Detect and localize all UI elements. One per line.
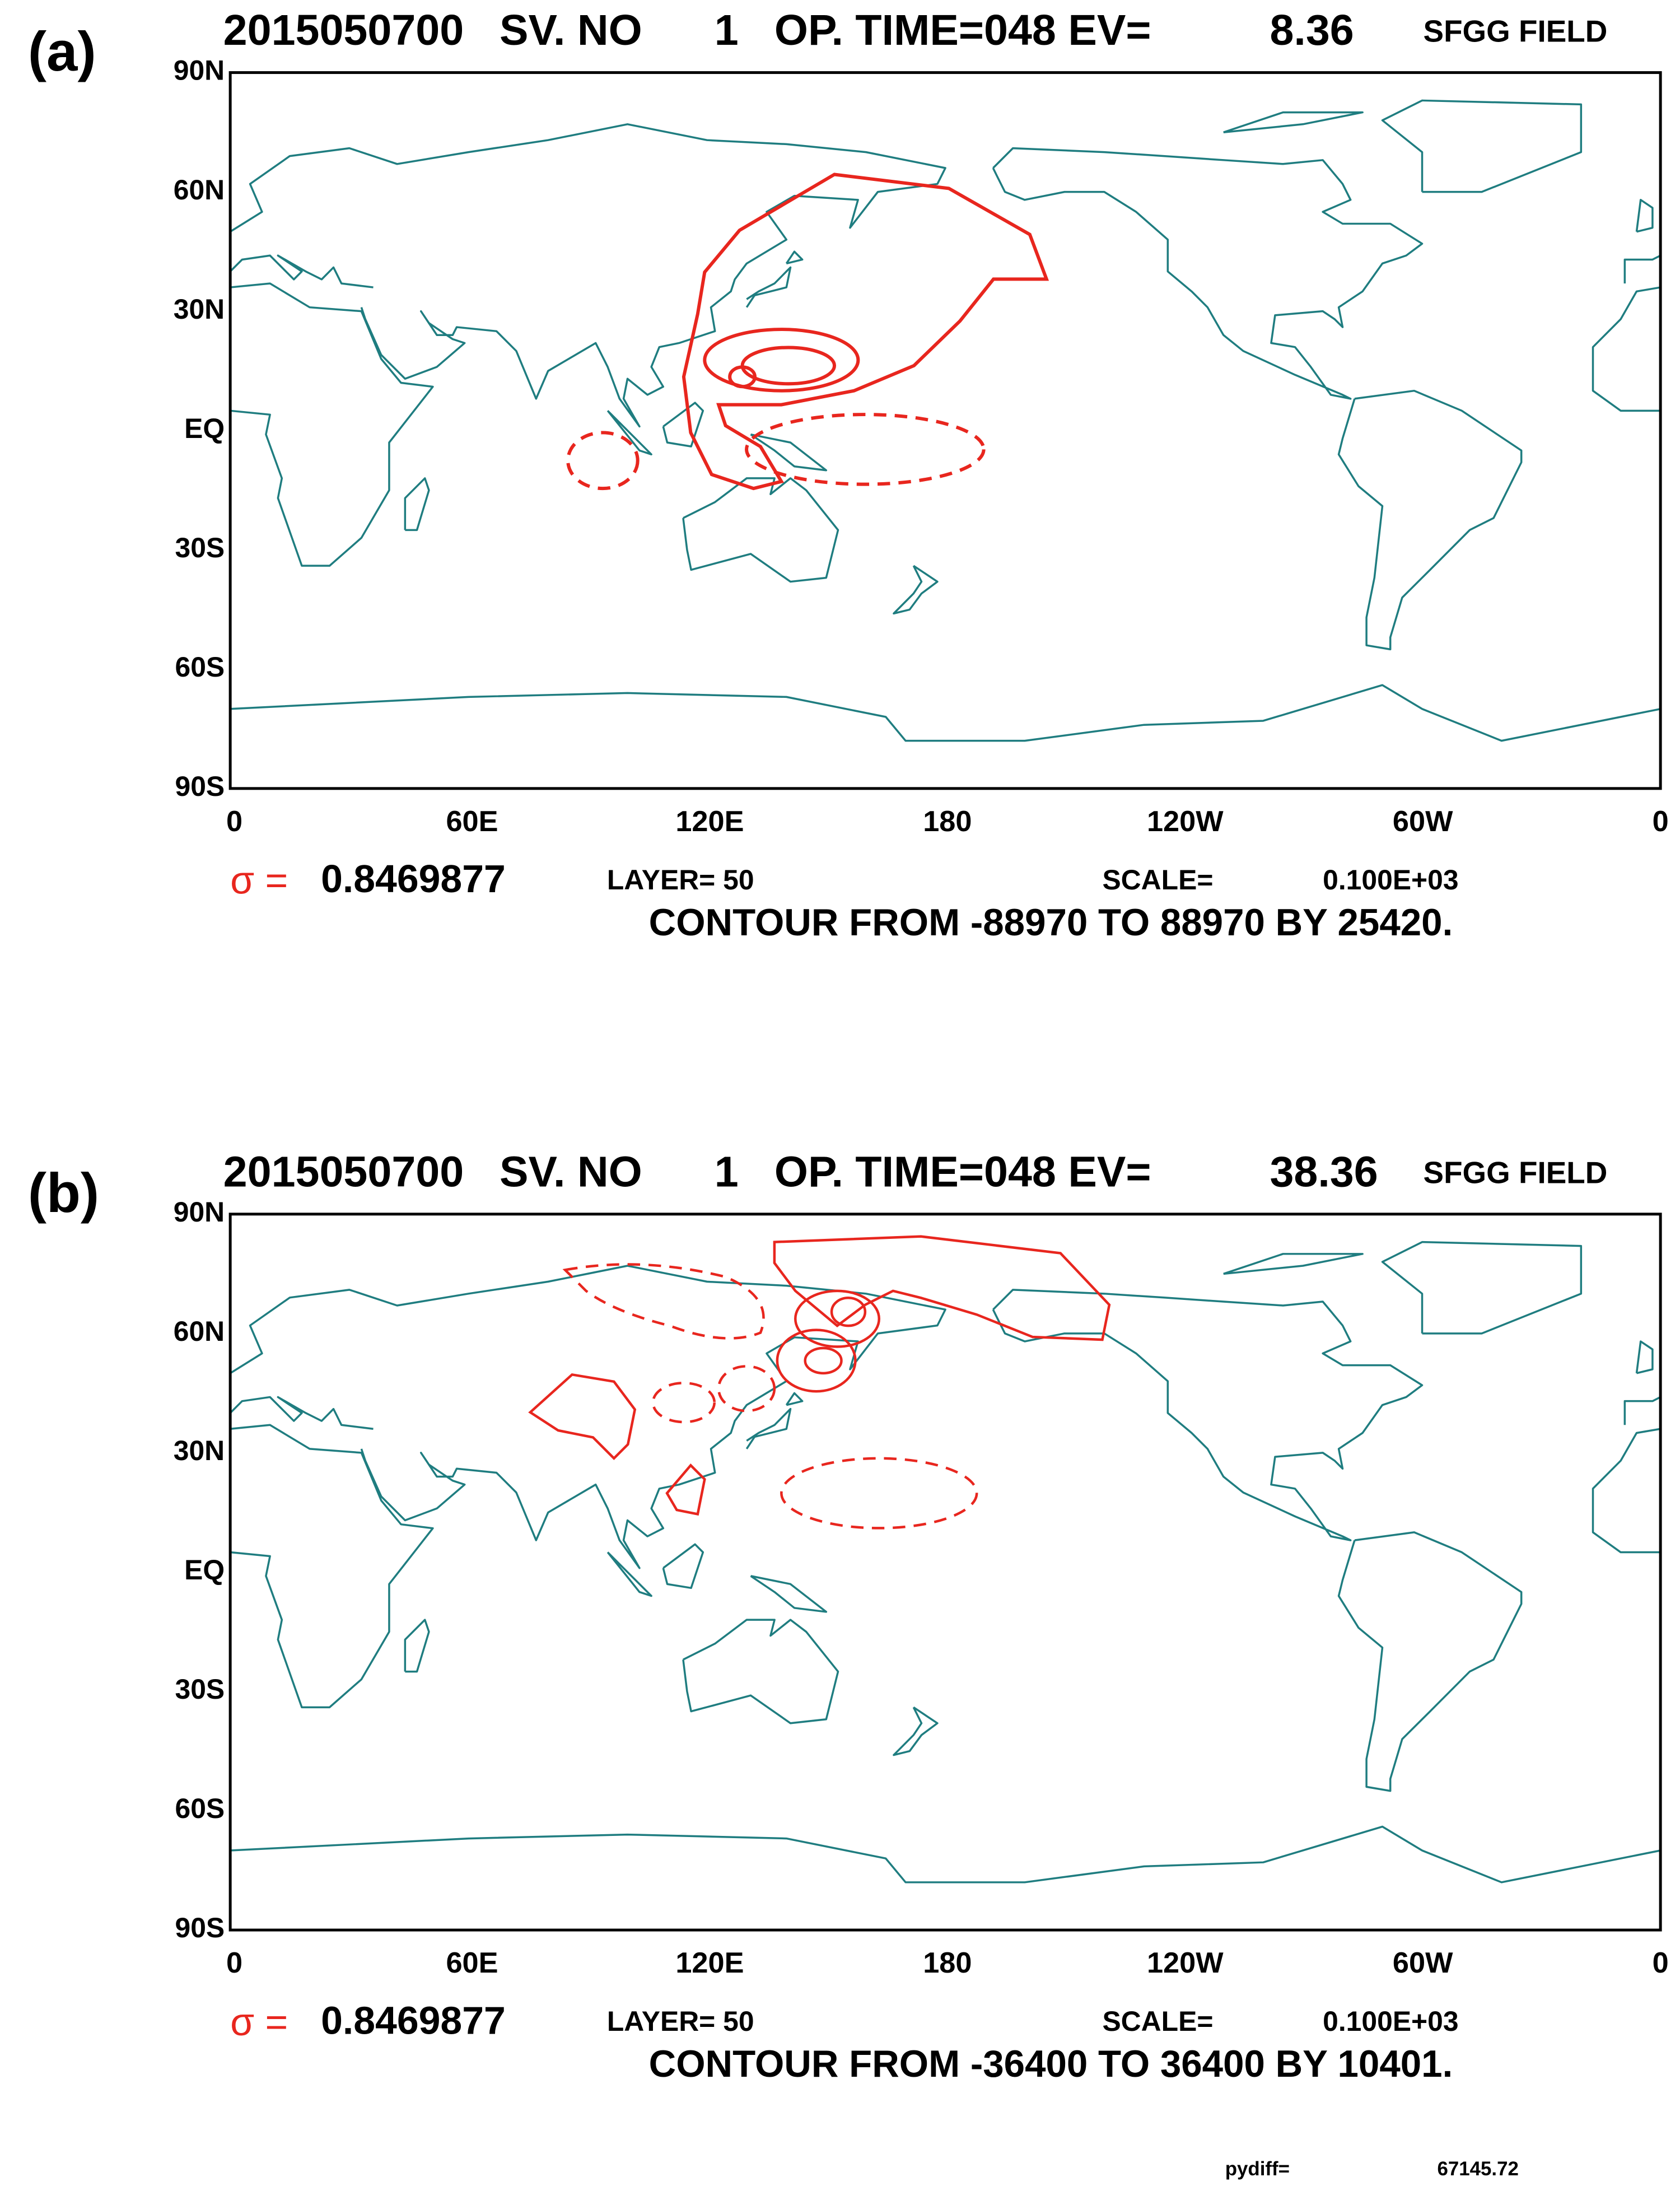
lat-label: 90N xyxy=(174,1196,225,1228)
scale-label: SCALE= xyxy=(1102,2006,1213,2037)
contour xyxy=(682,173,1049,491)
title-sv-number: 1 xyxy=(715,1148,739,1196)
sigma-value: 0.8469877 xyxy=(321,857,506,901)
lat-label: 30S xyxy=(175,1673,225,1705)
lat-label: 60S xyxy=(175,651,225,683)
lat-label: 30N xyxy=(174,293,225,325)
contour xyxy=(651,1382,716,1424)
sigma-symbol: σ = xyxy=(230,859,288,902)
title-op-time: OP. TIME=048 EV= xyxy=(774,1148,1151,1196)
coastline-map xyxy=(229,1241,1662,1884)
scale-value: 0.100E+03 xyxy=(1323,2006,1458,2037)
title-op-time: OP. TIME=048 EV= xyxy=(774,6,1151,54)
coastline-map xyxy=(229,99,1662,742)
lat-label: 90S xyxy=(175,1912,225,1943)
contour xyxy=(804,1346,843,1375)
lat-label: 60N xyxy=(174,174,225,206)
title-field: SFGG FIELD xyxy=(1424,13,1608,48)
scale-value: 0.100E+03 xyxy=(1323,864,1458,896)
contour xyxy=(776,1328,857,1393)
layer: LAYER= 50 xyxy=(607,2006,754,2037)
title-ev: 38.36 xyxy=(1270,1148,1378,1196)
lat-label: 30N xyxy=(174,1435,225,1466)
lon-label: 60W xyxy=(1393,805,1453,838)
lon-label: 180 xyxy=(923,805,972,838)
map-frame xyxy=(228,1213,1662,1932)
panel: (a) 2015050700 SV. NO 1 OP. TIME=048 EV= 8.36… xyxy=(28,6,1669,944)
sigma-value: 0.8469877 xyxy=(321,1998,506,2042)
lat-label: 90S xyxy=(175,771,225,802)
contour xyxy=(794,1289,881,1348)
title-sv-label: SV. NO xyxy=(500,6,642,54)
lon-label: 120W xyxy=(1147,1947,1224,1979)
lat-label: 90N xyxy=(174,55,225,86)
contours-b xyxy=(528,1235,1111,1530)
contour-info: CONTOUR FROM -88970 TO 88970 BY 25420. xyxy=(649,902,1453,944)
lon-label: 60W xyxy=(1393,1947,1453,1979)
lon-label: 180 xyxy=(923,1947,972,1979)
panel: (b) 2015050700 SV. NO 1 OP. TIME=048 EV= 38.3… xyxy=(28,1148,1669,2085)
title-date: 2015050700 xyxy=(223,1148,464,1196)
lat-label: EQ xyxy=(184,413,225,444)
sigma-symbol: σ = xyxy=(230,2000,288,2044)
contour xyxy=(703,328,860,393)
footer-label: pydiff= xyxy=(1225,2158,1290,2180)
lat-label: 30S xyxy=(175,532,225,563)
lon-label: 60E xyxy=(446,805,498,838)
title-sv-label: SV. NO xyxy=(500,1148,642,1196)
scale-label: SCALE= xyxy=(1102,864,1213,896)
lon-label: 60E xyxy=(446,1947,498,1979)
lat-label: 60N xyxy=(174,1316,225,1347)
contour xyxy=(745,413,986,486)
contour xyxy=(528,1373,637,1461)
lon-label: 120W xyxy=(1147,805,1224,838)
lon-label: 0 xyxy=(1653,1947,1669,1979)
contours-a xyxy=(566,173,1049,491)
contour xyxy=(717,1365,776,1413)
panel-label: (a) xyxy=(28,21,96,83)
contour xyxy=(665,1463,706,1516)
contour xyxy=(773,1235,1111,1341)
lon-label: 0 xyxy=(226,805,242,838)
contour xyxy=(728,365,757,389)
title-sv-number: 1 xyxy=(715,6,739,54)
lon-label: 120E xyxy=(675,1947,744,1979)
title-field: SFGG FIELD xyxy=(1424,1155,1608,1190)
lat-label: EQ xyxy=(184,1554,225,1586)
lon-label: 120E xyxy=(675,805,744,838)
lon-label: 0 xyxy=(1653,805,1669,838)
panel-label: (b) xyxy=(28,1162,99,1224)
contour xyxy=(830,1297,867,1327)
layer: LAYER= 50 xyxy=(607,864,754,896)
contour xyxy=(780,1457,978,1530)
title-date: 2015050700 xyxy=(223,6,464,54)
contour xyxy=(562,1263,765,1340)
lon-label: 0 xyxy=(226,1947,242,1979)
lat-label: 60S xyxy=(175,1793,225,1824)
contour-info: CONTOUR FROM -36400 TO 36400 BY 10401. xyxy=(649,2043,1453,2085)
footer-value: 67145.72 xyxy=(1437,2158,1518,2180)
contour xyxy=(566,431,640,491)
title-ev: 8.36 xyxy=(1270,6,1354,54)
map-frame xyxy=(228,71,1662,790)
